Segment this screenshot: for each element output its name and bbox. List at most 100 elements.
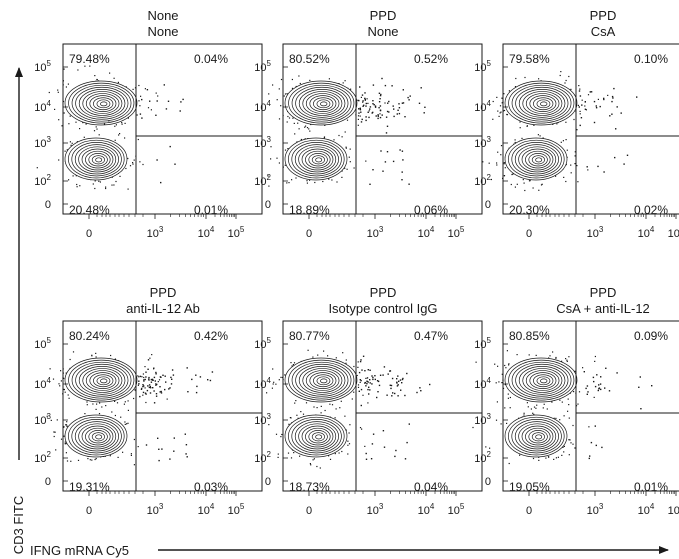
y-tick-label: 105	[34, 336, 51, 351]
x-tick-label: 103	[587, 502, 604, 517]
cd3-positive-population	[475, 350, 596, 417]
quadrant-lower-left: 20.48%	[69, 203, 110, 217]
y-tick-label: 0	[45, 476, 51, 488]
y-tick-label: 103	[34, 412, 51, 427]
plot-frame	[282, 43, 483, 215]
y-tick-label: 105	[474, 336, 491, 351]
y-tick-label: 102	[254, 173, 271, 188]
panel-title: PPD	[590, 285, 617, 300]
quadrant-lower-left: 19.31%	[69, 480, 110, 494]
y-tick-label: 0	[265, 199, 271, 211]
quadrant-upper-left: 79.48%	[69, 52, 110, 66]
y-tick-label: 0	[485, 476, 491, 488]
panel-title: Isotype control IgG	[328, 301, 437, 316]
panel-title: CsA	[591, 24, 616, 39]
panel-title: CsA + anti-IL-12	[556, 301, 650, 316]
y-tick-label: 103	[34, 135, 51, 150]
x-tick-label: 103	[147, 502, 164, 517]
cd3-negative-population	[472, 408, 590, 465]
x-tick-label: 0	[306, 505, 312, 517]
quadrant-upper-right: 0.47%	[414, 329, 448, 343]
double-positive-events	[139, 84, 184, 184]
cd3-positive-population	[49, 351, 168, 424]
cd3-negative-population	[46, 402, 139, 466]
x-tick-label: 0	[86, 505, 92, 517]
x-tick-label: 0	[526, 505, 532, 517]
quadrant-upper-right: 0.04%	[194, 52, 228, 66]
x-tick-label: 103	[587, 225, 604, 240]
y-tick-label: 0	[265, 476, 271, 488]
double-positive-events	[358, 77, 426, 185]
quadrant-lower-right: 0.01%	[634, 480, 668, 494]
x-tick-label: 0	[86, 228, 92, 240]
double-positive-events	[578, 87, 638, 173]
x-tick-label: 104	[418, 225, 435, 240]
cd3-negative-population	[36, 120, 144, 190]
y-tick-label: 102	[254, 450, 271, 465]
y-tick-label: 103	[474, 135, 491, 150]
x-tick-label: 0	[526, 228, 532, 240]
x-tick-label: 105	[448, 225, 465, 240]
quadrant-upper-right: 0.52%	[414, 52, 448, 66]
y-tick-label: 105	[254, 336, 271, 351]
panel-title: PPD	[370, 8, 397, 23]
x-tick-label: 104	[418, 502, 435, 517]
x-tick-label: 103	[367, 225, 384, 240]
cd3-positive-population	[268, 75, 386, 140]
panel-title: PPD	[150, 285, 177, 300]
quadrant-upper-right: 0.09%	[634, 329, 668, 343]
y-tick-label: 105	[34, 59, 51, 74]
x-tick-label: 104	[198, 502, 215, 517]
quadrant-upper-left: 80.77%	[289, 329, 330, 343]
x-tick-label: 105	[228, 502, 245, 517]
y-tick-label: 104	[254, 376, 271, 391]
y-tick-label: 102	[34, 173, 51, 188]
cd3-positive-population	[48, 65, 159, 132]
quadrant-lower-right: 0.02%	[634, 203, 668, 217]
x-tick-label: 105	[228, 225, 245, 240]
x-tick-label: 104	[638, 502, 655, 517]
y-tick-label: 103	[474, 412, 491, 427]
x-tick-label: 105	[448, 502, 465, 517]
quadrant-upper-left: 80.85%	[509, 329, 550, 343]
y-tick-label: 0	[485, 199, 491, 211]
quadrant-upper-left: 80.24%	[69, 329, 110, 343]
x-tick-label: 0	[306, 228, 312, 240]
cd3-negative-population	[267, 125, 367, 187]
y-tick-label: 104	[474, 376, 491, 391]
plot-frame	[62, 43, 263, 215]
quadrant-lower-right: 0.03%	[194, 480, 228, 494]
panel-title: PPD	[590, 8, 617, 23]
cd3-negative-population	[482, 124, 589, 192]
x-axis-label: IFNG mRNA Cy5	[30, 543, 129, 558]
double-positive-events	[583, 367, 653, 460]
y-tick-label: 104	[34, 376, 51, 391]
plot-frame	[502, 43, 679, 215]
double-positive-events	[358, 355, 431, 460]
panel-title: None	[367, 24, 398, 39]
quadrant-lower-left: 20.30%	[509, 203, 550, 217]
y-tick-label: 103	[254, 135, 271, 150]
panel-title: anti-IL-12 Ab	[126, 301, 200, 316]
quadrant-lower-left: 18.89%	[289, 203, 330, 217]
quadrant-lower-right: 0.06%	[414, 203, 448, 217]
y-tick-label: 105	[474, 59, 491, 74]
x-tick-label: 105	[668, 502, 679, 517]
cd3-negative-population	[268, 400, 366, 469]
cd3-positive-population	[492, 71, 609, 137]
quadrant-lower-right: 0.01%	[194, 203, 228, 217]
panel-title: None	[147, 24, 178, 39]
x-tick-label: 103	[147, 225, 164, 240]
quadrant-lower-right: 0.04%	[414, 480, 448, 494]
double-positive-events	[138, 359, 214, 462]
y-tick-label: 102	[34, 450, 51, 465]
plot-frame	[62, 320, 263, 492]
panel-title: PPD	[370, 285, 397, 300]
y-tick-label: 102	[474, 173, 491, 188]
quadrant-upper-right: 0.10%	[634, 52, 668, 66]
